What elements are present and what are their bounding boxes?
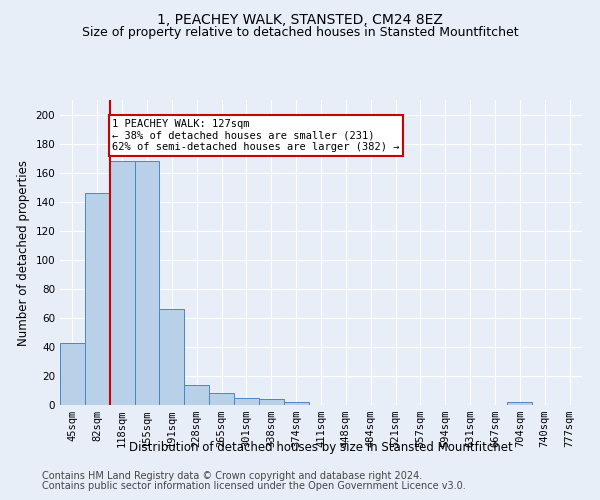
Text: 1, PEACHEY WALK, STANSTED, CM24 8EZ: 1, PEACHEY WALK, STANSTED, CM24 8EZ [157, 12, 443, 26]
Bar [259, 399, 284, 405]
Bar [209, 394, 234, 405]
Text: Contains HM Land Registry data © Crown copyright and database right 2024.: Contains HM Land Registry data © Crown c… [42, 471, 422, 481]
Bar [134, 161, 160, 405]
Bar [85, 193, 110, 405]
Bar [508, 402, 532, 405]
Bar [284, 402, 308, 405]
Text: Size of property relative to detached houses in Stansted Mountfitchet: Size of property relative to detached ho… [82, 26, 518, 39]
Bar [60, 342, 85, 405]
Bar [184, 384, 209, 405]
Text: Contains public sector information licensed under the Open Government Licence v3: Contains public sector information licen… [42, 481, 466, 491]
Bar [234, 398, 259, 405]
Bar [160, 309, 184, 405]
Text: 1 PEACHEY WALK: 127sqm
← 38% of detached houses are smaller (231)
62% of semi-de: 1 PEACHEY WALK: 127sqm ← 38% of detached… [112, 119, 400, 152]
Bar [110, 161, 134, 405]
Text: Distribution of detached houses by size in Stansted Mountfitchet: Distribution of detached houses by size … [129, 441, 513, 454]
Y-axis label: Number of detached properties: Number of detached properties [17, 160, 30, 346]
